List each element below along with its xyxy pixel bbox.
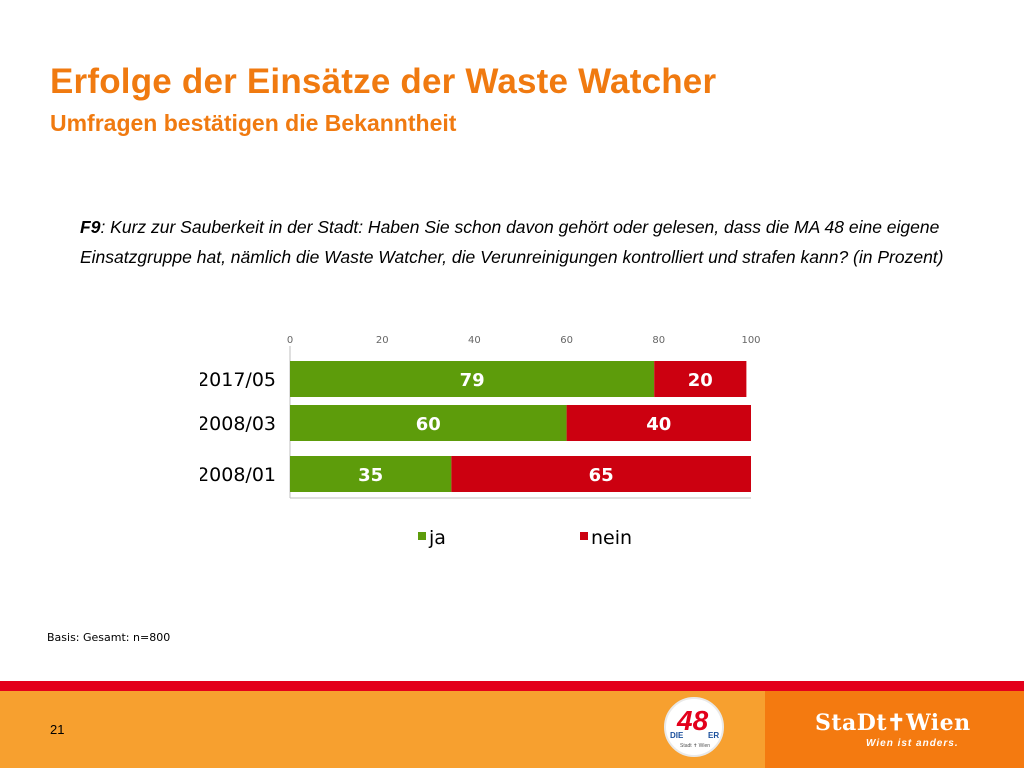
legend-swatch bbox=[418, 532, 426, 540]
data-label: 60 bbox=[416, 414, 441, 435]
bar-segment bbox=[290, 456, 452, 492]
x-tick-label: 40 bbox=[468, 335, 481, 346]
data-label: 35 bbox=[358, 465, 383, 486]
basis-note: Basis: Gesamt: n=800 bbox=[47, 631, 171, 644]
category-label: 2017/05 bbox=[200, 369, 276, 391]
data-label: 65 bbox=[589, 465, 614, 486]
logo48-die: DIE bbox=[670, 731, 684, 740]
x-tick-label: 60 bbox=[560, 335, 573, 346]
slide-subtitle: Umfragen bestätigen die Bekanntheit bbox=[50, 110, 457, 136]
page-number: 21 bbox=[50, 722, 65, 737]
x-tick-label: 80 bbox=[652, 335, 665, 346]
slide-title: Erfolge der Einsätze der Waste Watcher bbox=[50, 62, 717, 101]
stacked-bar-chart: 0 20 40 60 80 100 2017/05 79 20 2008/03 60 40 2008/0… bbox=[200, 335, 761, 549]
data-label: 40 bbox=[646, 414, 671, 435]
legend-label: ja bbox=[428, 527, 446, 549]
logo48-er: ER bbox=[708, 731, 720, 740]
x-tick-label: 100 bbox=[741, 335, 760, 346]
bar-segment bbox=[290, 361, 655, 397]
ma48-logo: 48 DIE ER Stadt ✝ Wien bbox=[664, 697, 724, 757]
category-label: 2008/01 bbox=[200, 464, 276, 486]
bar-segment bbox=[566, 405, 751, 441]
footer-divider bbox=[0, 681, 1024, 691]
bar-segment bbox=[290, 405, 567, 441]
survey-question: F9: Kurz zur Sauberkeit in der Stadt: Ha… bbox=[80, 212, 960, 272]
question-text: : Kurz zur Sauberkeit in der Stadt: Habe… bbox=[80, 217, 944, 267]
bar-segment bbox=[451, 456, 751, 492]
legend-swatch bbox=[580, 532, 588, 540]
logo48-number: 48 bbox=[677, 705, 709, 736]
bar-segment bbox=[654, 361, 747, 397]
x-tick-label: 0 bbox=[287, 335, 293, 346]
logo48-city: Stadt ✝ Wien bbox=[680, 743, 711, 749]
data-label: 79 bbox=[460, 370, 485, 391]
data-label: 20 bbox=[688, 370, 713, 391]
footer-brand-panel bbox=[765, 691, 1024, 768]
x-tick-label: 20 bbox=[376, 335, 389, 346]
question-id: F9 bbox=[80, 217, 101, 237]
legend-label: nein bbox=[591, 527, 632, 549]
stadt-wien-logo: StaDt✝Wien bbox=[815, 710, 971, 736]
stadt-wien-slogan: Wien ist anders. bbox=[866, 738, 959, 749]
category-label: 2008/03 bbox=[200, 413, 276, 435]
